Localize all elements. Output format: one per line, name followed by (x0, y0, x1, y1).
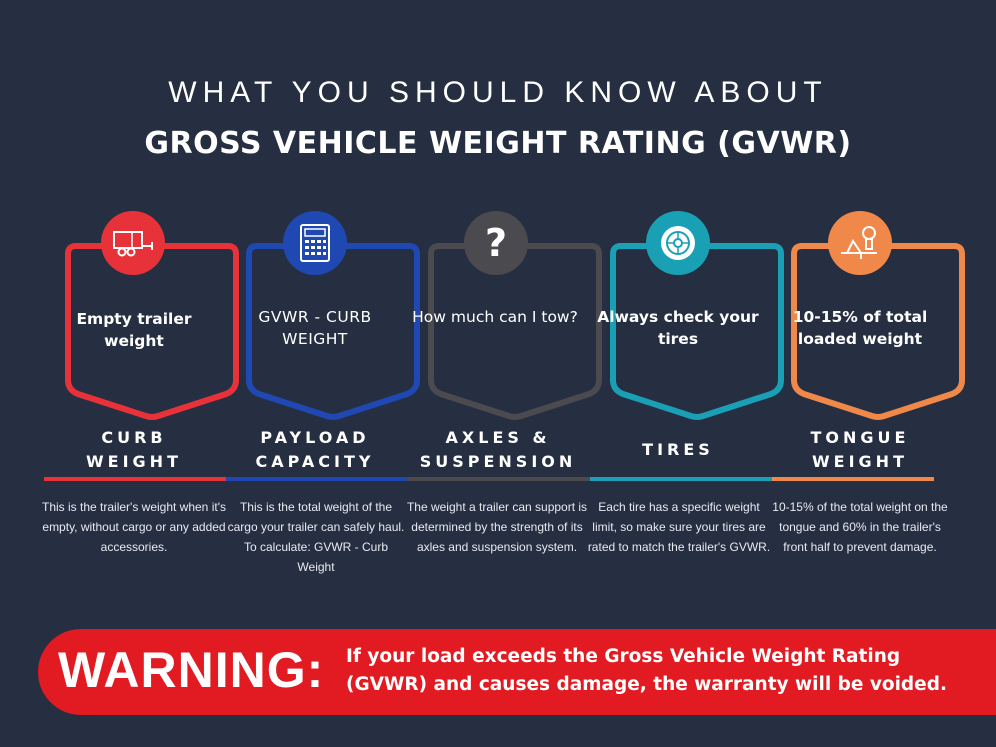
question-icon: ? (464, 211, 528, 275)
label-underline (590, 477, 774, 481)
warning-text: If your load exceeds the Gross Vehicle W… (346, 646, 947, 695)
label-line: CAPACITY (255, 452, 375, 471)
card-text: Always check your tires (597, 308, 759, 348)
card-label: TONGUE WEIGHT (770, 426, 950, 474)
hitch-icon (828, 211, 892, 275)
warning-word: WARNING: (58, 642, 325, 698)
card-label: TIRES (588, 426, 768, 474)
card-description: Each tire has a specific weight limit, s… (587, 500, 771, 554)
label-line: PAYLOAD (260, 428, 370, 447)
card-description: This is the trailer's weight when it's e… (42, 500, 226, 554)
card-label: PAYLOAD CAPACITY (225, 426, 405, 474)
shield-outline (428, 243, 602, 420)
warning-banner: WARNING: If your load exceeds the Gross … (38, 629, 996, 715)
shield-outline (65, 243, 239, 420)
label-underline (408, 477, 592, 481)
trailer-icon (101, 211, 165, 275)
shield-outline (246, 243, 420, 420)
label-underline (772, 477, 934, 481)
label-underline (226, 477, 410, 481)
calculator-icon (283, 211, 347, 275)
label-line: WEIGHT (86, 452, 182, 471)
shield-outline (610, 243, 784, 420)
label-line: AXLES & (445, 428, 551, 447)
card-text: GVWR - CURB WEIGHT (258, 308, 372, 348)
label-line: WEIGHT (812, 452, 908, 471)
subtitle: WHAT YOU SHOULD KNOW ABOUT (168, 76, 828, 109)
card-label: AXLES & SUSPENSION (406, 426, 590, 474)
tire-icon (646, 211, 710, 275)
card-text: Empty trailer weight (76, 310, 192, 350)
card-description: This is the total weight of the cargo yo… (227, 500, 405, 574)
label-line: TONGUE (810, 428, 910, 447)
card-description: The weight a trailer can support is dete… (406, 500, 588, 554)
shield-outline (791, 243, 965, 420)
card-description: 10-15% of the total weight on the tongue… (772, 500, 948, 554)
label-line: CURB (101, 428, 167, 447)
card-text: How much can I tow? (412, 308, 578, 326)
page-title: GROSS VEHICLE WEIGHT RATING (GVWR) (144, 126, 852, 161)
label-line: TIRES (642, 440, 714, 459)
card-text: 10-15% of total loaded weight (792, 308, 928, 348)
label-line: SUSPENSION (419, 452, 577, 471)
card-label: CURB WEIGHT (44, 426, 224, 474)
label-underline (44, 477, 228, 481)
